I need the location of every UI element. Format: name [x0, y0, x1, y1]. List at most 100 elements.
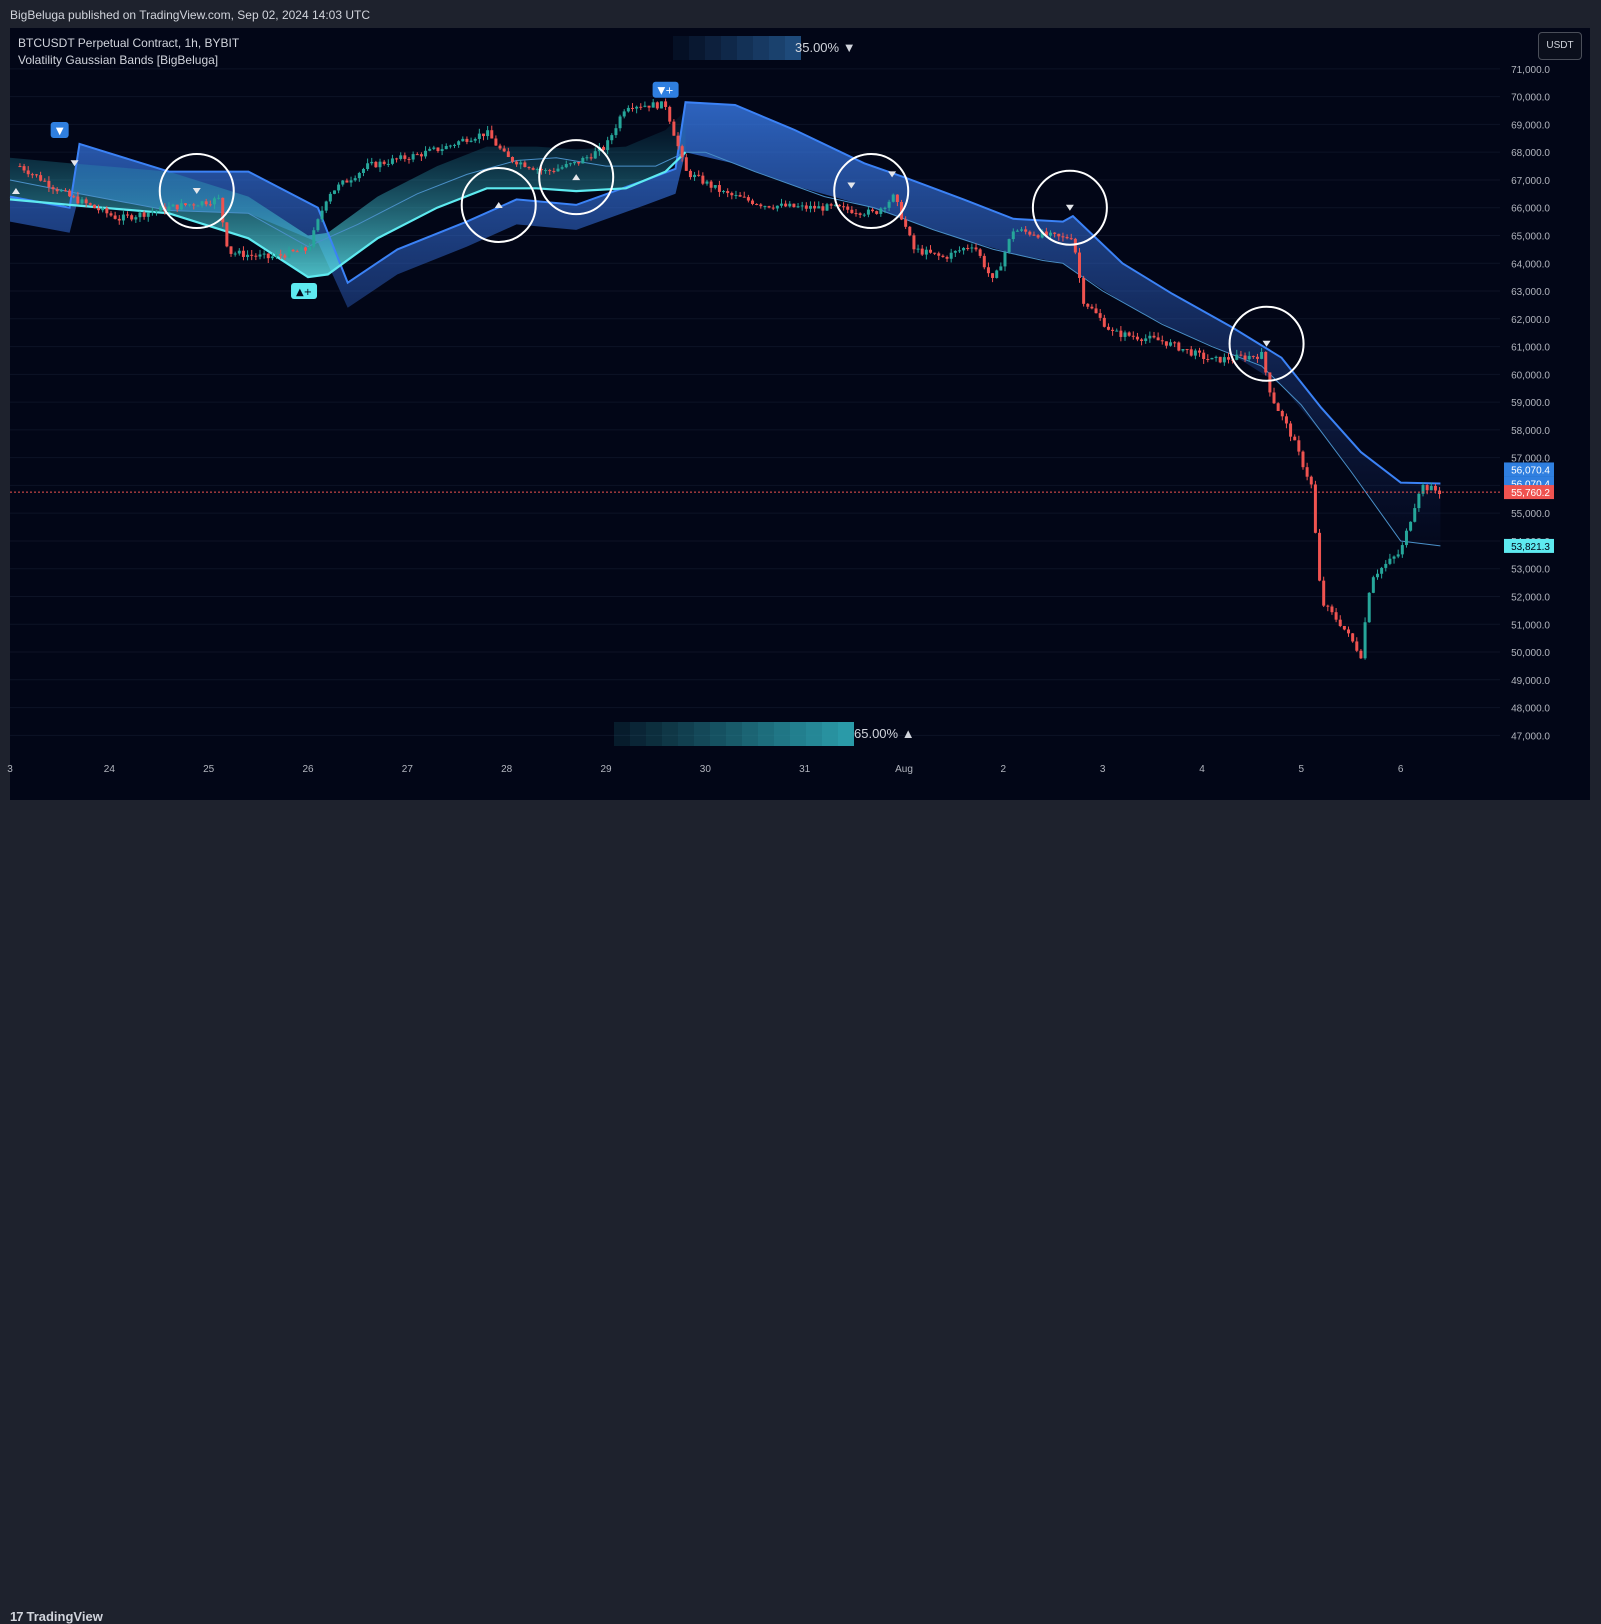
- y-tick-label: 51,000.0: [1511, 620, 1550, 631]
- trend-switch-marker: [652, 81, 679, 98]
- candle-body: [672, 121, 676, 136]
- candle-body: [817, 206, 821, 209]
- candle-body: [134, 217, 138, 220]
- candle-body: [332, 190, 336, 194]
- candle-body: [908, 226, 912, 236]
- signal-highlight-circle: [158, 153, 235, 230]
- candle-body: [266, 253, 270, 259]
- candle-body: [556, 168, 560, 172]
- candle-body: [1413, 508, 1417, 522]
- candle-body: [1243, 355, 1247, 360]
- y-tick-label: 69,000.0: [1511, 120, 1550, 131]
- candle-body: [1164, 341, 1168, 346]
- candle-body: [411, 154, 415, 160]
- candle-body: [933, 252, 937, 254]
- candle-body: [146, 212, 150, 217]
- bands: [9, 101, 1441, 547]
- candle-body: [722, 191, 726, 193]
- candle-body: [1318, 532, 1322, 581]
- candle-body: [328, 193, 332, 202]
- candle-body: [1276, 403, 1280, 411]
- candle-body: [1102, 317, 1106, 327]
- candle-body: [846, 206, 850, 210]
- candle-body: [171, 204, 175, 207]
- indicator-title[interactable]: Volatility Gaussian Bands [BigBeluga]: [18, 53, 219, 67]
- candle-body: [1090, 306, 1094, 309]
- candle-body: [1198, 350, 1202, 353]
- price-chart[interactable]: ▼ ▲+ ▼+ 47,000.0 48,000.0 49,000.0 50,000.0 51…: [0, 0, 1601, 832]
- candle-body: [26, 170, 30, 175]
- candle-body: [622, 111, 626, 117]
- tradingview-logo[interactable]: 17 TradingView: [10, 1609, 103, 1624]
- candle-body: [1264, 351, 1268, 373]
- candle-body: [589, 157, 593, 159]
- candle-body: [1077, 252, 1081, 278]
- up-signal-icon: [11, 188, 20, 195]
- candle-body: [415, 154, 419, 156]
- candle-body: [742, 196, 746, 198]
- candle-body: [1388, 558, 1392, 564]
- candle-body: [308, 246, 312, 251]
- gauge-cell: [630, 722, 646, 746]
- x-tick-label: 29: [600, 764, 612, 775]
- candle-body: [755, 204, 759, 206]
- candle-body: [1119, 330, 1123, 337]
- candle-body: [386, 163, 390, 165]
- candle-body: [126, 214, 130, 216]
- candle-body: [1355, 641, 1359, 651]
- candle-body: [1409, 521, 1413, 531]
- candle-body: [312, 230, 316, 247]
- candle-body: [1020, 229, 1024, 231]
- candle-body: [957, 250, 961, 252]
- candle-body: [275, 254, 279, 257]
- time-axis[interactable]: 3 24 25 26 27 28 29 30 31 Aug 2 3 4 5 6: [7, 764, 1404, 775]
- candle-body: [444, 146, 448, 150]
- candle-body: [1338, 619, 1342, 626]
- candle-body: [688, 170, 692, 178]
- candle-body: [130, 215, 134, 220]
- candle-body: [606, 140, 610, 150]
- candle-body: [105, 208, 109, 214]
- candle-body: [519, 162, 523, 165]
- candle-body: [693, 174, 697, 178]
- price-axis[interactable]: 47,000.0 48,000.0 49,000.0 50,000.0 51,000.0…: [1511, 65, 1550, 742]
- trend-switch-label: ▼: [56, 126, 64, 137]
- x-tick-label: 5: [1299, 764, 1305, 775]
- candle-body: [1111, 329, 1115, 331]
- y-tick-label: 62,000.0: [1511, 315, 1550, 326]
- currency-button[interactable]: USDT: [1538, 32, 1582, 60]
- candle-body: [962, 247, 966, 251]
- candle-body: [357, 172, 361, 179]
- signal-highlight-circle: [538, 139, 615, 216]
- candle-body: [1326, 605, 1330, 607]
- candle-body: [1351, 633, 1355, 642]
- symbol-title[interactable]: BTCUSDT Perpetual Contract, 1h, BYBIT: [18, 36, 240, 50]
- price-tag-label: 56,070.4: [1511, 479, 1550, 490]
- candle-body: [1297, 440, 1301, 452]
- gauge-cell: [662, 722, 678, 746]
- y-tick-label: 60,000.0: [1511, 370, 1550, 381]
- candle-body: [22, 166, 26, 171]
- candle-body: [1272, 392, 1276, 404]
- candle-body: [1065, 236, 1069, 239]
- candle-body: [407, 158, 411, 160]
- candle-body: [175, 204, 179, 210]
- x-tick-label: 3: [7, 764, 13, 775]
- gauge-cell: [721, 36, 737, 60]
- gauge-cell: [822, 722, 838, 746]
- candle-body: [647, 105, 651, 108]
- candle-body: [697, 174, 701, 176]
- y-tick-label: 64,000.0: [1511, 259, 1550, 270]
- candle-body: [138, 212, 142, 218]
- candle-body: [109, 213, 113, 216]
- candle-body: [879, 208, 883, 214]
- chart-legend[interactable]: BTCUSDT Perpetual Contract, 1h, BYBIT Vo…: [18, 35, 239, 69]
- candle-body: [370, 161, 374, 164]
- x-tick-label: 2: [1001, 764, 1007, 775]
- candle-body: [891, 194, 895, 202]
- candle-body: [895, 194, 899, 202]
- candle-body: [461, 138, 465, 142]
- candle-body: [55, 189, 59, 192]
- gauge-cell: [710, 722, 726, 746]
- y-tick-label: 66,000.0: [1511, 204, 1550, 215]
